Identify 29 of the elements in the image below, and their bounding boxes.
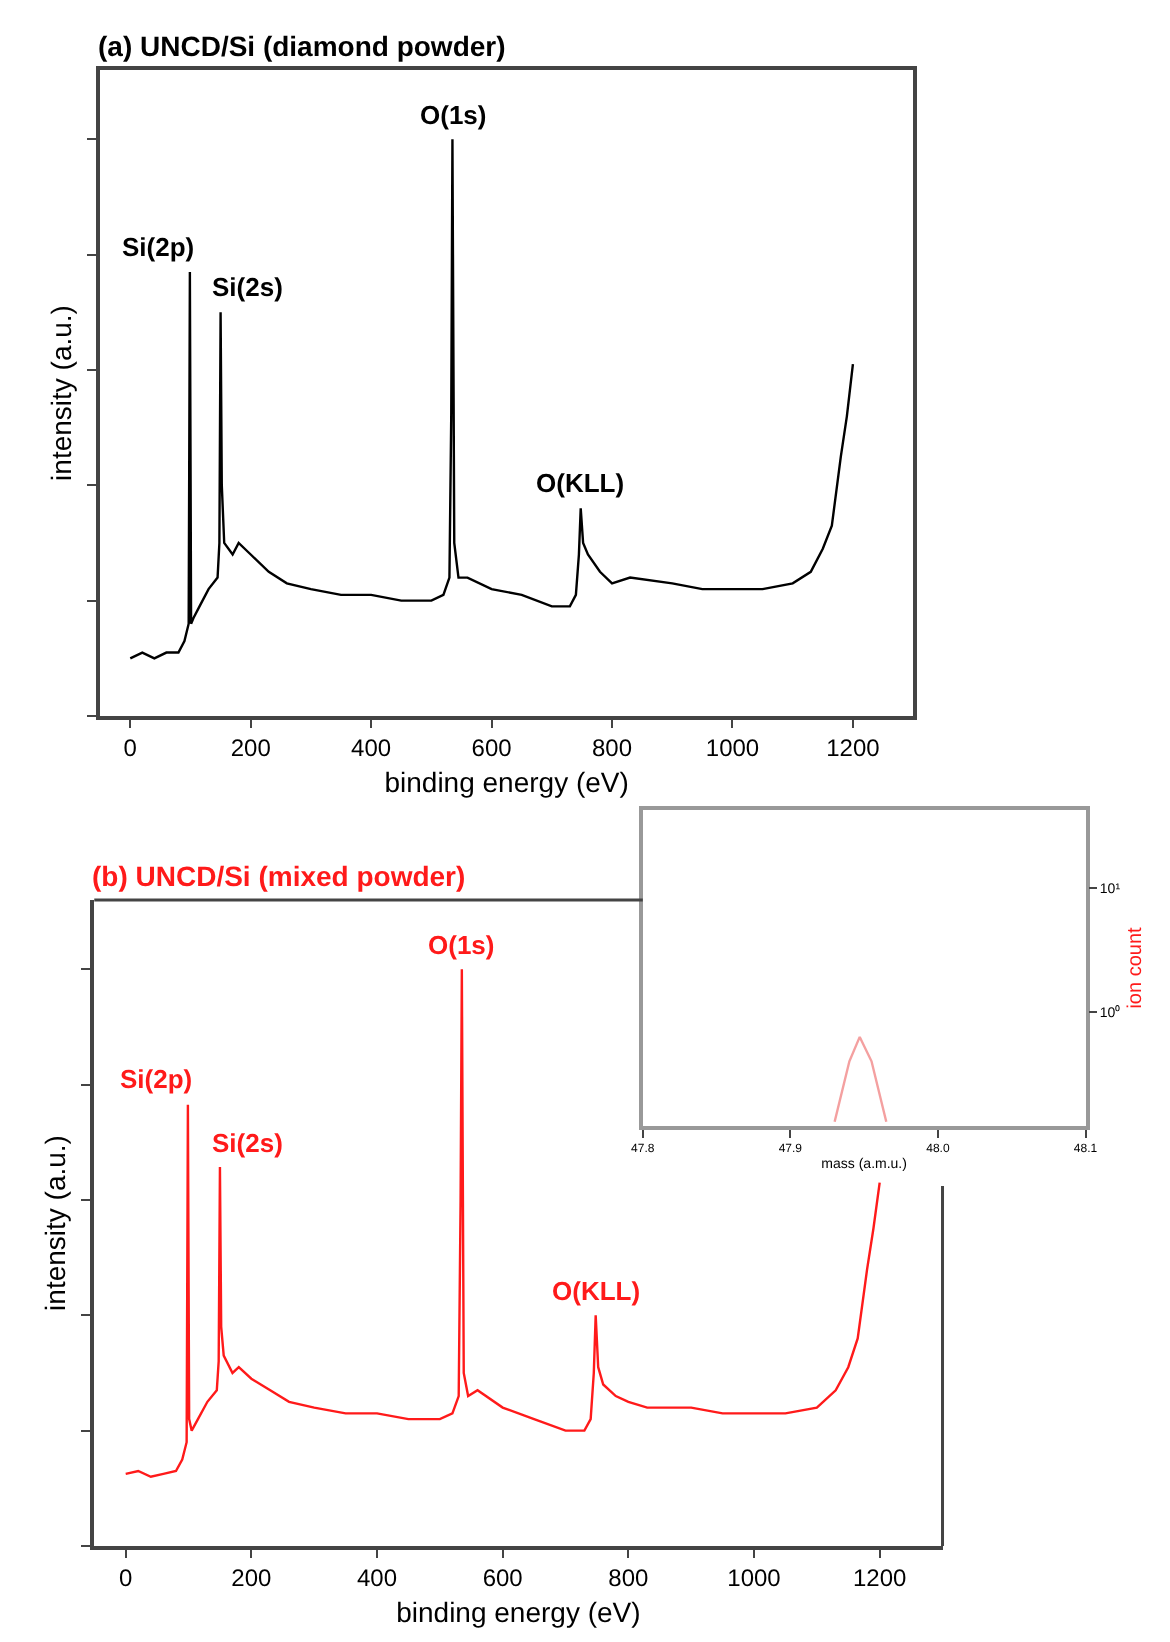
x-tick-label: 800 xyxy=(608,1564,650,1593)
chart-title: (b) UNCD/Si (mixed powder) xyxy=(92,860,466,892)
x-tick-label: 1000 xyxy=(705,734,760,763)
x-tick-label: 0 xyxy=(123,734,138,763)
y-axis-title: intensity (a.u.) xyxy=(44,305,77,481)
x-axis-title: binding energy (eV) xyxy=(384,765,629,798)
x-tick-label: 400 xyxy=(356,1564,398,1593)
annotation: Si(2s) xyxy=(212,1128,283,1158)
annotation: Si(2p) xyxy=(120,1064,193,1094)
x-tick-label: 400 xyxy=(351,734,392,763)
x-tick-label: 0 xyxy=(119,1564,134,1593)
annotation: O(1s) xyxy=(420,100,487,130)
annotation: Si(2s) xyxy=(212,272,283,302)
chart-title: (a) UNCD/Si (diamond powder) xyxy=(98,30,506,62)
x-tick-label: 1000 xyxy=(727,1564,782,1593)
annotation: Si(2p) xyxy=(122,232,195,262)
x-tick-label: 600 xyxy=(471,734,513,763)
y-axis-title: intensity (a.u.) xyxy=(38,1135,71,1311)
x-tick-label: 200 xyxy=(231,1564,273,1593)
y-axis-title: ion count xyxy=(1125,926,1148,1009)
x-tick-label: 600 xyxy=(482,1564,524,1593)
annotation: O(KLL) xyxy=(552,1276,641,1306)
x-tick-label: 1200 xyxy=(826,734,881,763)
x-axis-title: binding energy (eV) xyxy=(396,1595,641,1628)
x-tick-label: 1200 xyxy=(852,1564,908,1593)
annotation: O(KLL) xyxy=(536,468,625,498)
annotation: O(1s) xyxy=(428,930,495,960)
x-tick-label: 200 xyxy=(230,734,272,763)
x-tick-label: 800 xyxy=(592,734,633,763)
